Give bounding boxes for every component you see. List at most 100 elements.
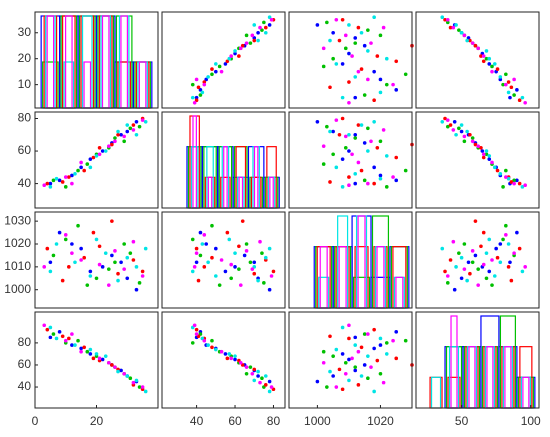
point bbox=[263, 25, 268, 30]
point bbox=[445, 17, 450, 22]
point bbox=[227, 352, 232, 356]
point bbox=[504, 82, 508, 87]
point bbox=[347, 378, 351, 383]
point bbox=[470, 41, 475, 45]
point bbox=[356, 349, 361, 354]
point bbox=[248, 260, 253, 265]
point bbox=[462, 267, 467, 271]
point bbox=[122, 139, 126, 144]
point bbox=[214, 69, 218, 74]
point bbox=[490, 283, 494, 287]
point bbox=[250, 33, 255, 38]
point bbox=[340, 352, 345, 356]
point bbox=[194, 77, 199, 82]
point bbox=[448, 25, 453, 30]
point bbox=[229, 276, 233, 281]
point bbox=[190, 82, 195, 87]
point bbox=[372, 69, 376, 74]
point bbox=[131, 380, 136, 385]
point bbox=[194, 95, 199, 100]
point bbox=[337, 367, 342, 372]
point bbox=[473, 253, 478, 258]
point bbox=[214, 246, 218, 251]
point bbox=[381, 380, 386, 385]
point bbox=[504, 223, 508, 228]
point bbox=[325, 124, 329, 129]
point bbox=[134, 265, 139, 269]
point bbox=[340, 325, 345, 330]
point bbox=[484, 251, 489, 255]
point bbox=[48, 325, 53, 330]
point bbox=[97, 244, 102, 249]
point bbox=[194, 98, 199, 103]
point bbox=[137, 385, 142, 389]
point bbox=[347, 51, 351, 56]
point bbox=[256, 278, 260, 283]
point bbox=[210, 67, 214, 71]
point bbox=[468, 271, 472, 276]
point bbox=[372, 327, 376, 332]
y-tick-label: 1030 bbox=[4, 213, 31, 227]
point bbox=[454, 265, 458, 269]
point bbox=[271, 269, 276, 274]
point bbox=[508, 95, 512, 100]
point bbox=[54, 336, 59, 341]
point bbox=[391, 175, 395, 179]
point bbox=[362, 43, 367, 48]
point bbox=[372, 98, 376, 103]
point bbox=[73, 260, 77, 265]
point bbox=[372, 389, 376, 394]
point bbox=[378, 77, 383, 82]
x-tick-label: 80 bbox=[267, 414, 281, 428]
point bbox=[227, 56, 232, 61]
point bbox=[445, 274, 450, 278]
point bbox=[515, 88, 519, 92]
point bbox=[381, 25, 386, 30]
point bbox=[334, 385, 339, 389]
point bbox=[325, 20, 329, 25]
point bbox=[63, 185, 68, 189]
point bbox=[125, 276, 130, 281]
point bbox=[506, 176, 511, 181]
point bbox=[515, 178, 519, 183]
hist-bar bbox=[238, 176, 244, 209]
hist-bar bbox=[207, 176, 213, 209]
point bbox=[223, 352, 228, 356]
point bbox=[498, 242, 503, 246]
point bbox=[70, 173, 74, 178]
point bbox=[131, 258, 136, 262]
point bbox=[331, 374, 335, 378]
hist-bar bbox=[269, 176, 274, 209]
y-tick-label: 30 bbox=[18, 25, 32, 39]
point bbox=[353, 368, 358, 373]
point bbox=[263, 255, 268, 260]
point bbox=[113, 249, 117, 253]
point bbox=[350, 54, 354, 58]
point bbox=[242, 253, 247, 258]
point bbox=[190, 341, 195, 345]
point bbox=[210, 338, 214, 343]
point bbox=[51, 253, 56, 258]
point bbox=[57, 330, 62, 334]
point bbox=[508, 260, 512, 265]
point bbox=[384, 352, 389, 356]
point bbox=[443, 269, 447, 274]
point bbox=[356, 123, 361, 127]
point bbox=[214, 274, 218, 278]
point bbox=[60, 334, 65, 339]
point bbox=[366, 77, 370, 82]
x-tick-label: 1000 bbox=[304, 414, 331, 428]
point bbox=[350, 152, 354, 157]
point bbox=[347, 80, 351, 84]
point bbox=[134, 378, 139, 383]
point bbox=[403, 338, 408, 343]
hist-bar bbox=[101, 15, 110, 109]
point bbox=[79, 349, 83, 354]
y-tick-label: 1010 bbox=[4, 259, 31, 273]
panel-frame bbox=[161, 11, 286, 109]
point bbox=[54, 176, 59, 181]
point bbox=[343, 33, 348, 38]
point bbox=[372, 15, 376, 19]
point bbox=[202, 82, 207, 87]
point bbox=[137, 281, 142, 285]
